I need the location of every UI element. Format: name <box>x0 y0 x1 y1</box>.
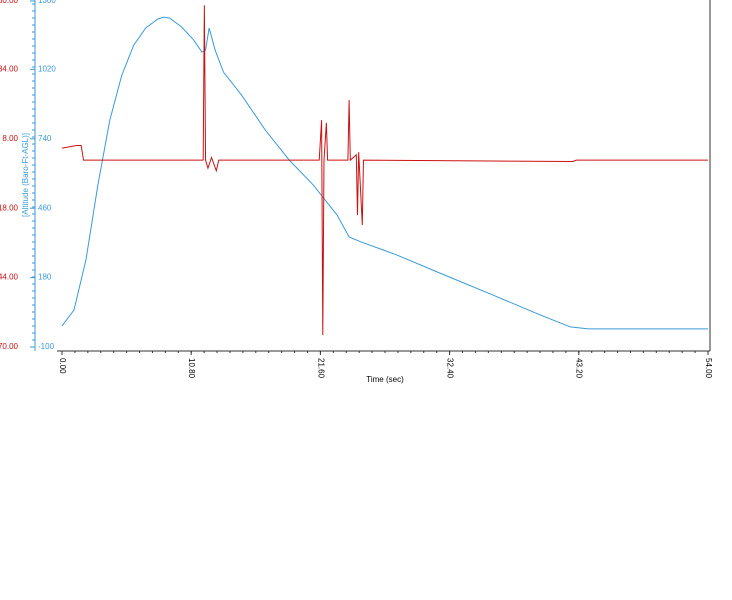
y2-tick-label: -100 <box>38 342 55 351</box>
y2-axis-label: [Altitude (Baro-Ft-AGL)] <box>21 133 30 217</box>
series-line <box>61 5 708 335</box>
x-axis-label: Time (sec) <box>366 375 404 384</box>
x-tick-label: 54.00 <box>704 358 713 379</box>
y2-tick-label: 180 <box>38 273 52 282</box>
y2-tick-label: 1300 <box>38 0 56 5</box>
y-tick-label: 34.00 <box>0 65 19 74</box>
x-tick-label: 0.00 <box>58 358 67 374</box>
y2-tick-label: 1020 <box>38 65 56 74</box>
x-tick-label: 21.60 <box>316 358 325 379</box>
x-tick-label: 43.20 <box>575 358 584 379</box>
y2-tick-label: 460 <box>38 203 52 212</box>
y2-tick-label: 740 <box>38 134 52 143</box>
y-tick-label: 8.00 <box>2 134 18 143</box>
x-tick-label: 32.40 <box>445 358 454 379</box>
y-tick-label: -44.00 <box>0 273 19 282</box>
x-tick-label: 10.80 <box>187 358 196 379</box>
y-tick-label: 60.00 <box>0 0 19 5</box>
y-tick-label: -18.00 <box>0 203 19 212</box>
y-tick-label: -70.00 <box>0 342 19 351</box>
series-line <box>61 16 708 330</box>
